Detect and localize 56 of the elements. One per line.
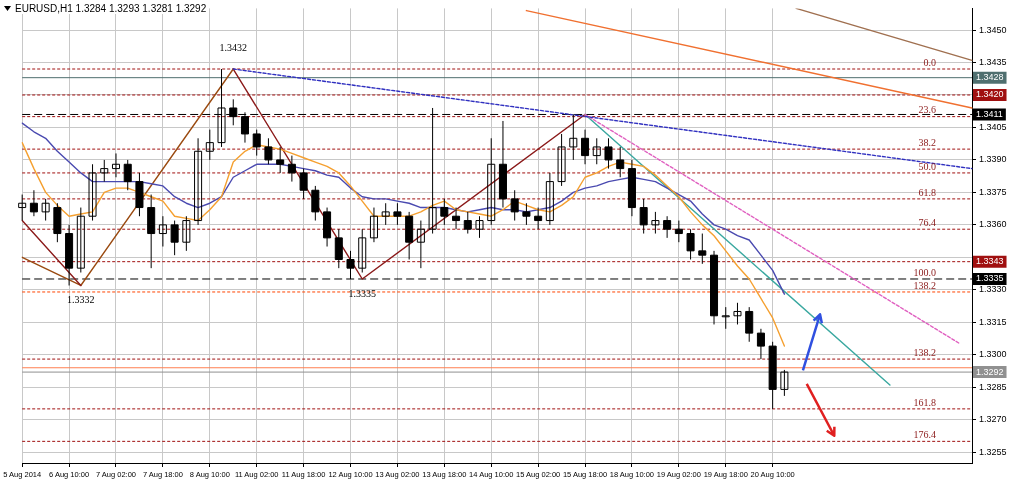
annotation: 38.2 [918, 136, 936, 148]
annotation: 138.2 [913, 279, 936, 291]
candlestick [651, 211, 660, 235]
y-tick-label: 1.3330 [979, 284, 1007, 295]
y-tick-label: 1.3255 [979, 446, 1007, 457]
y-tick-label: 1.3450 [979, 24, 1007, 35]
candlestick [88, 163, 97, 222]
candlestick [545, 172, 554, 226]
y-tick-label: 1.3390 [979, 154, 1007, 165]
candlestick [475, 215, 484, 239]
annotation: 23.6 [918, 104, 936, 116]
chart-title: EURUSD,H1 1.3284 1.3293 1.3281 1.3292 [15, 3, 207, 14]
annotation: 50.0 [918, 160, 936, 172]
candlestick [18, 194, 27, 222]
y-tick-label: 1.3285 [979, 381, 1007, 392]
y-tick-label: 1.3375 [979, 186, 1007, 197]
candlestick [721, 306, 730, 330]
y-tick-label: 1.3270 [979, 414, 1007, 425]
candlestick [182, 215, 191, 252]
candlestick [205, 129, 214, 161]
annotation: 138.2 [913, 346, 936, 358]
annotation: 0.0 [923, 56, 936, 68]
annotation: 1.3432 [219, 41, 247, 53]
candlestick [557, 133, 566, 187]
ref-line-label: 1.3411 [976, 108, 1003, 119]
y-tick-label: 1.3405 [979, 121, 1007, 132]
annotation: 1.3335 [348, 287, 376, 299]
y-tick-label: 1.3300 [979, 349, 1007, 360]
ref-line-label: 1.3292 [976, 366, 1004, 377]
candlestick [111, 152, 121, 178]
ref-line-label: 1.3420 [976, 89, 1004, 100]
candlestick [487, 137, 496, 226]
ref-line-label: 1.3343 [976, 256, 1004, 267]
candlestick [733, 302, 742, 325]
annotation: 76.4 [918, 216, 936, 228]
candlestick [358, 228, 367, 273]
annotation: 100.0 [913, 266, 936, 278]
y-tick-label: 1.3360 [979, 219, 1007, 230]
candlestick [381, 202, 390, 226]
y-tick-label: 1.3315 [979, 316, 1007, 327]
annotation: 1.3332 [67, 294, 95, 306]
candlestick [100, 159, 109, 183]
ref-line-label: 1.3428 [976, 72, 1004, 83]
annotation: 61.8 [918, 186, 936, 198]
annotation: 161.8 [913, 396, 936, 408]
candlestick [158, 215, 167, 248]
candlestick [369, 207, 378, 243]
candlestick [41, 198, 50, 222]
ref-line-label: 1.3335 [976, 273, 1004, 284]
candlestick [592, 137, 601, 165]
candlestick [194, 137, 203, 226]
y-tick-label: 1.3435 [979, 57, 1007, 67]
annotation: 176.4 [913, 428, 936, 440]
candlestick [76, 207, 85, 273]
candlestick [416, 220, 425, 269]
candlestick [780, 369, 789, 397]
